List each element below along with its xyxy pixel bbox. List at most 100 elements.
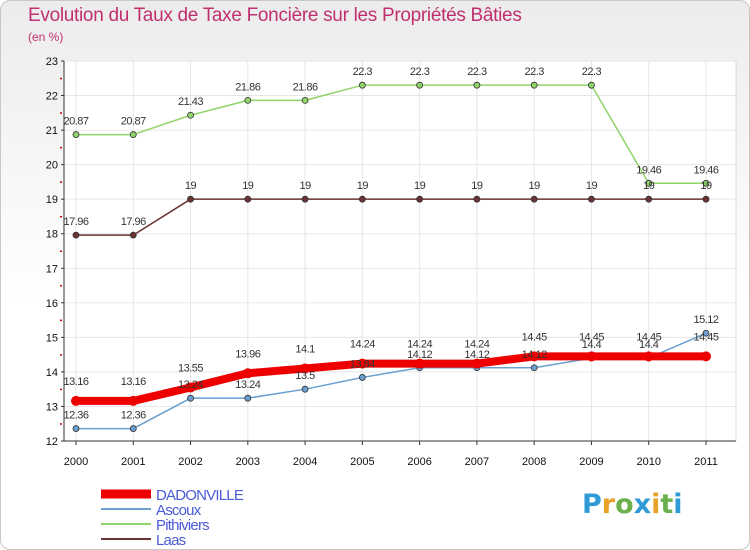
pithiviers-point bbox=[301, 96, 309, 104]
ascoux-data-label: 13.24 bbox=[178, 379, 203, 391]
y-tick-label: 13 bbox=[46, 401, 58, 413]
y-minor-tick bbox=[60, 354, 62, 356]
logo-letter: P bbox=[582, 489, 602, 520]
pithiviers-point bbox=[358, 81, 366, 89]
x-tick-label: 2003 bbox=[236, 456, 260, 468]
ascoux-point bbox=[72, 425, 80, 432]
ascoux-data-label: 15.12 bbox=[693, 314, 718, 326]
logo-letter: r bbox=[601, 489, 616, 520]
laas-point bbox=[244, 195, 252, 203]
dadonville-data-label: 13.16 bbox=[63, 376, 88, 388]
pithiviers-point bbox=[530, 81, 538, 89]
pithiviers-data-label: 21.86 bbox=[235, 81, 260, 93]
pithiviers-data-label: 22.3 bbox=[524, 66, 544, 78]
y-tick-label: 18 bbox=[46, 229, 58, 241]
pithiviers-data-label: 22.3 bbox=[410, 66, 430, 78]
laas-data-label: 19 bbox=[529, 180, 541, 192]
y-minor-tick bbox=[60, 181, 62, 183]
ascoux-point bbox=[129, 425, 137, 432]
dadonville-point bbox=[71, 395, 81, 406]
pithiviers-data-label: 19.46 bbox=[636, 164, 661, 176]
pithiviers-data-label: 19.46 bbox=[693, 164, 718, 176]
pithiviers-data-label: 21.43 bbox=[178, 96, 203, 108]
pithiviers-data-label: 21.86 bbox=[293, 81, 318, 93]
dadonville-data-label: 13.96 bbox=[235, 348, 260, 360]
y-tick-label: 19 bbox=[46, 194, 58, 206]
laas-point bbox=[530, 195, 538, 203]
y-tick-label: 23 bbox=[46, 56, 58, 68]
y-tick-label: 21 bbox=[46, 125, 58, 137]
laas-line bbox=[76, 198, 706, 236]
ascoux-data-label: 13.84 bbox=[350, 358, 375, 370]
dadonville-point bbox=[242, 368, 253, 379]
y-minor-tick bbox=[60, 215, 62, 218]
logo-letter: o bbox=[615, 489, 634, 520]
ascoux-data-label: 13.5 bbox=[295, 370, 315, 382]
pithiviers-line bbox=[76, 84, 706, 185]
pithiviers-point bbox=[588, 81, 595, 89]
dadonville-point bbox=[471, 358, 482, 369]
dadonville-point bbox=[414, 358, 425, 369]
dadonville-data-label: 14.24 bbox=[350, 339, 375, 351]
dadonville-data-label: 14.24 bbox=[407, 339, 432, 351]
ascoux-data-label: 14.12 bbox=[407, 349, 432, 361]
laas-point bbox=[129, 231, 137, 239]
pithiviers-data-label: 20.87 bbox=[63, 116, 88, 128]
y-minor-tick bbox=[60, 423, 62, 425]
pithiviers-point bbox=[72, 131, 80, 138]
y-tick-label: 17 bbox=[46, 263, 58, 275]
laas-point bbox=[187, 195, 194, 203]
dadonville-data-label: 14.24 bbox=[464, 339, 489, 351]
ascoux-point bbox=[244, 394, 252, 402]
laas-data-label: 19 bbox=[586, 180, 598, 192]
dadonville-point bbox=[586, 351, 597, 362]
laas-point bbox=[72, 231, 80, 239]
legend-label-dadonville: DADONVILLE bbox=[156, 487, 244, 504]
x-tick-label: 2011 bbox=[694, 456, 718, 468]
x-tick-label: 2006 bbox=[407, 456, 431, 468]
dadonville-data-label: 14.45 bbox=[636, 331, 661, 343]
dadonville-point bbox=[701, 351, 711, 362]
y-minor-tick bbox=[60, 250, 62, 252]
dadonville-point bbox=[185, 382, 196, 393]
pithiviers-point bbox=[187, 111, 194, 119]
y-minor-tick bbox=[60, 319, 62, 322]
ascoux-data-label: 14.12 bbox=[522, 349, 547, 361]
laas-data-label: 19 bbox=[700, 180, 712, 192]
laas-point bbox=[645, 195, 653, 203]
pithiviers-data-label: 20.87 bbox=[121, 116, 146, 128]
x-tick-label: 2005 bbox=[350, 456, 374, 468]
y-tick-label: 16 bbox=[46, 298, 58, 310]
y-tick-label: 22 bbox=[46, 91, 58, 103]
pithiviers-data-label: 22.3 bbox=[467, 66, 487, 78]
dadonville-point bbox=[357, 358, 368, 369]
ascoux-data-label: 12.36 bbox=[121, 410, 146, 422]
laas-data-label: 17.96 bbox=[121, 216, 146, 228]
laas-data-label: 17.96 bbox=[63, 216, 88, 228]
x-tick-label: 2010 bbox=[636, 456, 660, 468]
dadonville-point bbox=[128, 395, 139, 406]
laas-data-label: 19 bbox=[471, 180, 483, 192]
x-tick-label: 2002 bbox=[178, 456, 202, 468]
ascoux-data-label: 14.4 bbox=[582, 339, 602, 351]
ascoux-point bbox=[358, 374, 366, 381]
y-tick-label: 14 bbox=[46, 367, 58, 379]
ascoux-point bbox=[301, 385, 309, 393]
chart-subtitle: (en %) bbox=[28, 30, 64, 44]
y-minor-tick bbox=[60, 112, 62, 114]
x-tick-label: 2001 bbox=[121, 456, 145, 468]
pithiviers-point bbox=[473, 81, 481, 89]
laas-data-label: 19 bbox=[643, 180, 655, 192]
ascoux-data-label: 12.36 bbox=[63, 410, 88, 422]
laas-point bbox=[588, 195, 595, 203]
y-tick-label: 12 bbox=[46, 436, 58, 448]
logo-letter: i bbox=[651, 489, 661, 520]
ascoux-point bbox=[187, 394, 194, 402]
dadonville-data-label: 14.45 bbox=[579, 331, 604, 343]
pithiviers-point bbox=[702, 179, 710, 187]
pithiviers-point bbox=[244, 96, 252, 104]
pithiviers-point bbox=[645, 179, 653, 187]
pithiviers-data-label: 22.3 bbox=[353, 66, 373, 78]
